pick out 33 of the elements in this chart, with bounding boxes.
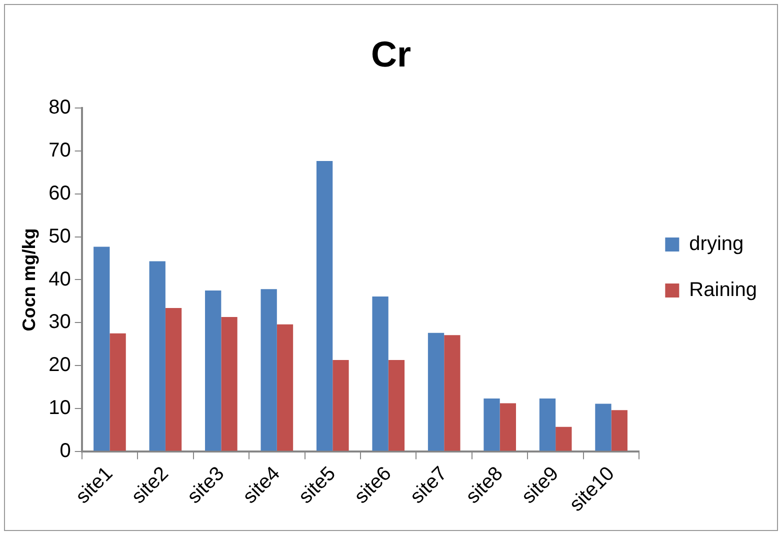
bar (595, 404, 612, 451)
y-tick-label: 70 (48, 140, 71, 162)
bar (221, 317, 238, 451)
bar (110, 333, 126, 451)
bar (428, 332, 444, 451)
bar (149, 261, 166, 451)
y-tick-label: 30 (48, 311, 71, 334)
bar (500, 403, 516, 451)
bar (444, 335, 460, 451)
legend-label: Raining (689, 279, 758, 302)
bar (316, 160, 333, 451)
y-axis-title: Cocn mg/kg (18, 228, 39, 332)
bar (372, 296, 388, 451)
legend-label: drying (689, 233, 744, 256)
bar (388, 360, 405, 451)
bar (611, 410, 628, 451)
bar (205, 290, 222, 451)
bar (94, 246, 110, 451)
bar (276, 324, 294, 451)
chart-title: Cr (370, 34, 412, 75)
y-tick-label: 10 (48, 396, 71, 419)
bar (165, 308, 182, 451)
y-tick-label: 0 (60, 440, 71, 462)
bar (332, 360, 349, 451)
bar (260, 289, 277, 451)
bar (556, 426, 572, 451)
y-tick-label: 50 (48, 225, 71, 248)
y-tick-label: 80 (48, 96, 71, 119)
y-tick-label: 40 (48, 268, 71, 290)
y-tick-label: 20 (48, 354, 71, 376)
bar (539, 398, 556, 451)
bar (484, 398, 500, 451)
y-tick-label: 60 (48, 182, 71, 204)
